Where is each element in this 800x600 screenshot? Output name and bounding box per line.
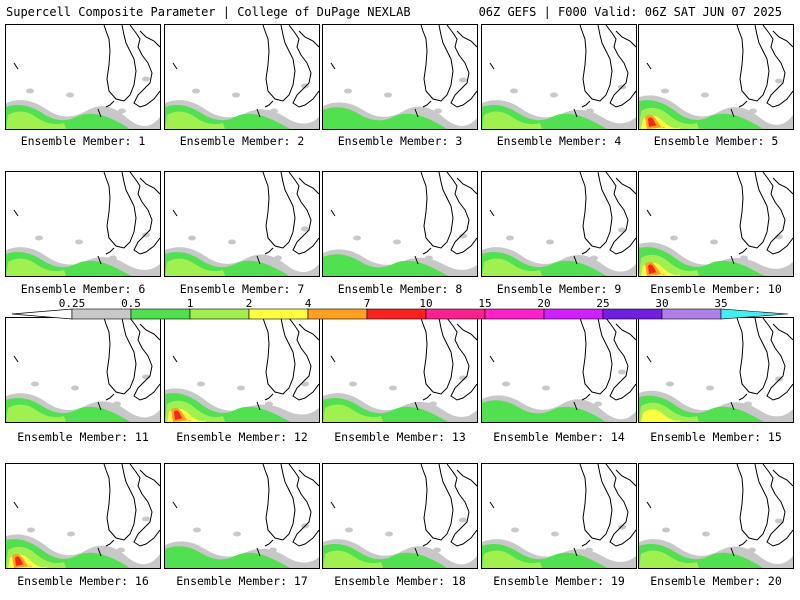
colorbar-segment <box>189 308 250 320</box>
ensemble-member-panel <box>481 317 637 423</box>
spc-field-map <box>165 25 319 129</box>
colorbar-level-label: 0.25 <box>58 297 86 310</box>
ensemble-member-label: Ensemble Member: 12 <box>176 430 308 444</box>
ensemble-member-label: Ensemble Member: 16 <box>17 574 149 588</box>
spc-field-map <box>323 464 477 568</box>
ensemble-member-label: Ensemble Member: 5 <box>653 134 779 148</box>
colorbar-level-label: 35 <box>714 297 728 310</box>
ensemble-member-label: Ensemble Member: 17 <box>176 574 308 588</box>
ensemble-member-panel <box>481 24 637 130</box>
spc-field-map <box>6 172 160 276</box>
spc-field-map <box>639 25 793 129</box>
spc-field-map <box>323 172 477 276</box>
ensemble-member-label: Ensemble Member: 15 <box>650 430 782 444</box>
colorbar-left-arrow <box>12 308 73 320</box>
spc-field-map <box>482 25 636 129</box>
ensemble-member-panel <box>638 24 794 130</box>
ensemble-member-panel <box>322 24 478 130</box>
spc-field-map <box>639 172 793 276</box>
colorbar-level-label: 0.5 <box>121 297 141 310</box>
colorbar-level-label: 7 <box>363 297 371 310</box>
spc-field-map <box>482 172 636 276</box>
colorbar-level-label: 1 <box>186 297 194 310</box>
spc-field-map <box>6 464 160 568</box>
ensemble-member-panel <box>5 171 161 277</box>
ensemble-member-label: Ensemble Member: 13 <box>334 430 466 444</box>
ensemble-member-panel <box>322 317 478 423</box>
color-scale-bar <box>12 308 788 320</box>
colorbar-segment <box>484 308 545 320</box>
colorbar-segment <box>366 308 427 320</box>
spc-field-map <box>639 318 793 422</box>
ensemble-member-label: Ensemble Member: 14 <box>493 430 625 444</box>
ensemble-member-label: Ensemble Member: 7 <box>179 282 305 296</box>
ensemble-member-label: Ensemble Member: 3 <box>337 134 463 148</box>
ensemble-member-panel <box>5 463 161 569</box>
colorbar-level-label: 20 <box>537 297 551 310</box>
spc-field-map <box>6 25 160 129</box>
spc-field-map <box>6 318 160 422</box>
ensemble-member-panel <box>638 463 794 569</box>
ensemble-member-label: Ensemble Member: 18 <box>334 574 466 588</box>
spc-field-map <box>165 318 319 422</box>
colorbar-level-label: 10 <box>419 297 433 310</box>
colorbar-segment <box>130 308 191 320</box>
spc-field-map <box>323 318 477 422</box>
colorbar-segment <box>248 308 309 320</box>
spc-field-map <box>482 464 636 568</box>
ensemble-member-label: Ensemble Member: 20 <box>650 574 782 588</box>
ensemble-member-panel <box>5 317 161 423</box>
ensemble-member-label: Ensemble Member: 9 <box>496 282 622 296</box>
ensemble-member-panel <box>164 317 320 423</box>
ensemble-member-panel <box>638 317 794 423</box>
ensemble-member-panel <box>322 463 478 569</box>
colorbar-level-label: 4 <box>304 297 312 310</box>
colorbar-right-arrow <box>720 308 788 320</box>
valid-time-label: 06Z GEFS | F000 Valid: 06Z SAT JUN 07 20… <box>478 5 782 19</box>
colorbar-segment <box>543 308 604 320</box>
spc-field-map <box>165 464 319 568</box>
map-title: Supercell Composite Parameter | College … <box>6 5 411 19</box>
ensemble-member-label: Ensemble Member: 19 <box>493 574 625 588</box>
ensemble-member-panel <box>481 463 637 569</box>
ensemble-member-label: Ensemble Member: 10 <box>650 282 782 296</box>
colorbar-segment <box>602 308 663 320</box>
ensemble-member-panel <box>322 171 478 277</box>
ensemble-member-label: Ensemble Member: 2 <box>179 134 305 148</box>
spc-field-map <box>639 464 793 568</box>
colorbar-segment <box>71 308 132 320</box>
spc-field-map <box>323 25 477 129</box>
ensemble-member-panel <box>164 463 320 569</box>
colorbar-segment <box>661 308 722 320</box>
colorbar-segment <box>425 308 486 320</box>
ensemble-member-panel <box>638 171 794 277</box>
ensemble-member-panel <box>481 171 637 277</box>
spc-field-map <box>165 172 319 276</box>
ensemble-member-label: Ensemble Member: 6 <box>20 282 146 296</box>
colorbar-level-label: 30 <box>655 297 669 310</box>
colorbar-level-label: 15 <box>478 297 492 310</box>
ensemble-member-panel <box>164 171 320 277</box>
colorbar-level-label: 25 <box>596 297 610 310</box>
ensemble-member-label: Ensemble Member: 8 <box>337 282 463 296</box>
ensemble-member-panel <box>5 24 161 130</box>
ensemble-member-panel <box>164 24 320 130</box>
ensemble-member-label: Ensemble Member: 11 <box>17 430 149 444</box>
spc-field-map <box>482 318 636 422</box>
colorbar-segment <box>307 308 368 320</box>
ensemble-member-label: Ensemble Member: 4 <box>496 134 622 148</box>
colorbar-level-label: 2 <box>245 297 253 310</box>
ensemble-member-label: Ensemble Member: 1 <box>20 134 146 148</box>
